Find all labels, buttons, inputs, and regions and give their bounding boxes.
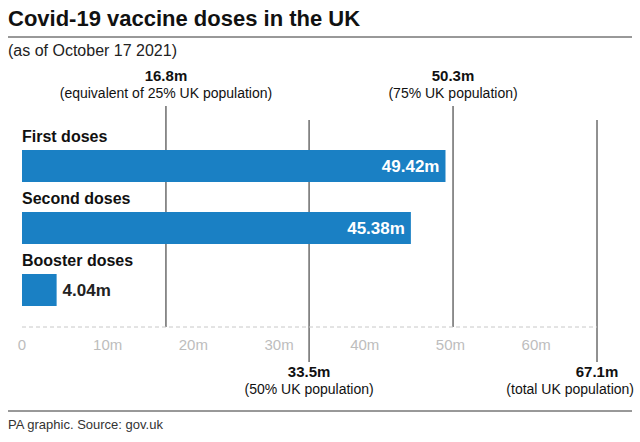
- chart: Covid-19 vaccine doses in the UK (as of O…: [0, 0, 640, 442]
- data-label: 49.42m: [382, 157, 440, 176]
- x-ticks: 0 10m 20m 30m 40m 50m 60m: [18, 336, 551, 353]
- reference-note: (50% UK population): [244, 381, 373, 397]
- tick-label: 40m: [350, 336, 379, 353]
- reference-line: [453, 106, 454, 327]
- footer-rule: [8, 411, 632, 412]
- bar: [22, 212, 411, 244]
- title: Covid-19 vaccine doses in the UK: [8, 6, 360, 31]
- reference-value: 33.5m: [288, 363, 331, 380]
- tick-label: 20m: [179, 336, 208, 353]
- x-axis-line: [22, 327, 597, 328]
- data-label: 45.38m: [347, 219, 405, 238]
- tick-label: 10m: [93, 336, 122, 353]
- reference-note: (equivalent of 25% UK population): [60, 85, 272, 101]
- reference-value: 50.3m: [432, 67, 475, 84]
- reference-note: (75% UK population): [388, 85, 517, 101]
- title-rule: [8, 37, 632, 38]
- reference-value: 16.8m: [145, 67, 188, 84]
- bar-labels: First doses 49.42m Second doses 45.38m Boost…: [22, 128, 439, 300]
- data-label: 4.04m: [63, 281, 111, 300]
- tick-label: 60m: [522, 336, 551, 353]
- source: PA graphic. Source: gov.uk: [8, 417, 163, 432]
- bars: [22, 150, 445, 306]
- category-label: First doses: [22, 128, 107, 145]
- tick-label: 50m: [436, 336, 465, 353]
- bar: [22, 150, 445, 182]
- bar: [22, 274, 57, 306]
- reference-value: 67.1m: [576, 363, 619, 380]
- subtitle: (as of October 17 2021): [8, 42, 177, 59]
- category-label: Second doses: [22, 190, 131, 207]
- reference-line: [597, 120, 598, 362]
- tick-label: 0: [18, 336, 26, 353]
- reference-note: (total UK population): [506, 381, 634, 397]
- category-label: Booster doses: [22, 252, 133, 269]
- tick-label: 30m: [264, 336, 293, 353]
